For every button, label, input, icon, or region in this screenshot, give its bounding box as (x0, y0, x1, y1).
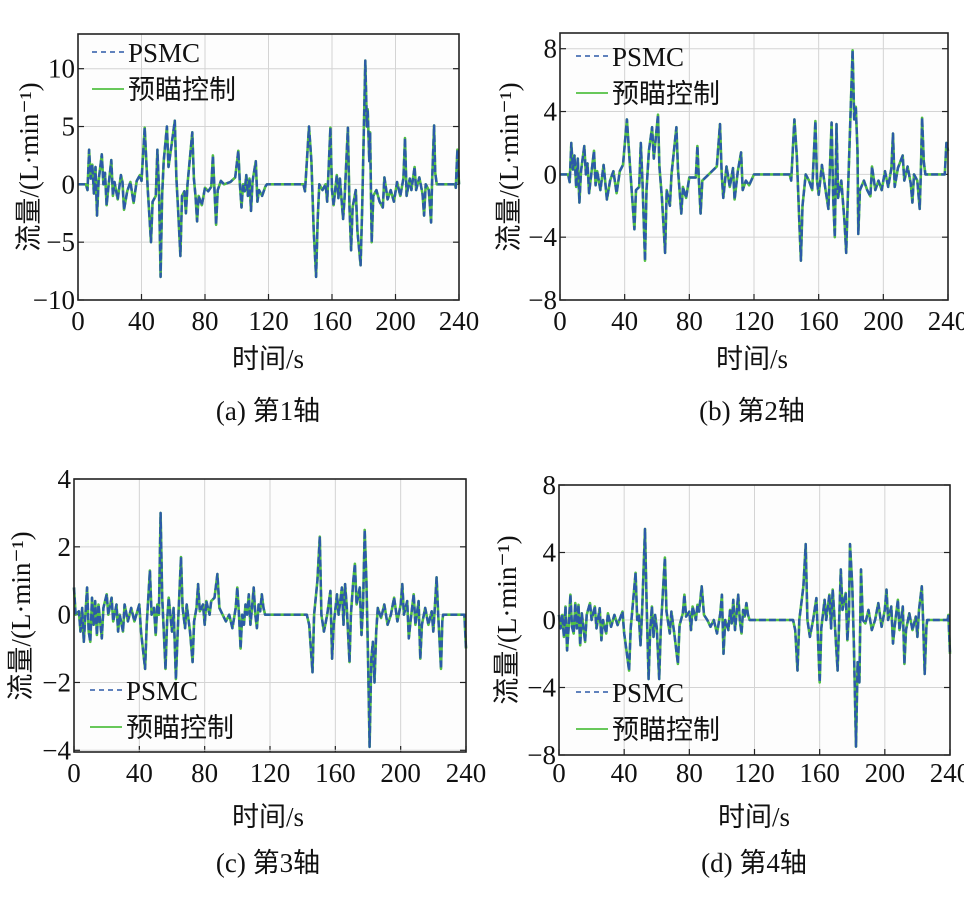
x-tick-label: 0 (552, 758, 566, 788)
y-tick-label: −2 (42, 667, 71, 697)
plot-frame (73, 478, 467, 753)
series-line-psmc (72, 511, 468, 749)
legend-psmc-label: PSMC (126, 676, 198, 706)
x-tick-label: 200 (375, 306, 416, 336)
x-tick-label: 160 (799, 758, 840, 788)
legend-preview-label: 预瞄控制 (128, 75, 236, 105)
y-tick-label: −8 (528, 285, 557, 315)
y-axis-label: 流量/(L·min⁻¹) (14, 82, 44, 251)
y-tick-label: 2 (58, 532, 72, 562)
y-tick-label: −4 (42, 735, 71, 765)
y-tick-label: 8 (543, 470, 557, 500)
y-tick-label: 0 (58, 600, 72, 630)
legend-psmc-label: PSMC (128, 38, 200, 68)
subplot-d: 流量/(L·min⁻¹) 时间/s (d) 第4轴 0 40 80 120 160 200… (492, 470, 964, 878)
y-axis-label: 流量/(L·min⁻¹) (494, 82, 524, 251)
x-axis-label: 时间/s (716, 344, 788, 374)
y-tick-label: −5 (46, 227, 75, 257)
x-tick-label: 240 (930, 758, 964, 788)
x-tick-label: 120 (250, 758, 291, 788)
series-line-psmc (560, 49, 950, 262)
x-tick-label: 0 (553, 306, 567, 336)
legend-psmc-label: PSMC (612, 678, 684, 708)
subplot-caption: (c) 第3轴 (216, 848, 320, 878)
legend-psmc-label: PSMC (612, 42, 684, 72)
legend-preview-label: 预瞄控制 (612, 715, 720, 745)
plot-frame (559, 32, 949, 301)
x-tick-label: 200 (380, 758, 421, 788)
series-line-psmc (78, 59, 461, 279)
x-tick-label: 240 (446, 758, 487, 788)
y-axis-label: 流量/(L·min⁻¹) (492, 535, 522, 704)
y-tick-label: 8 (544, 34, 558, 64)
y-tick-label: −4 (528, 222, 557, 252)
legend: PSMC 预瞄控制 (92, 38, 236, 105)
y-tick-label: 4 (544, 97, 558, 127)
x-tick-label: 120 (734, 306, 775, 336)
y-tick-label: 0 (543, 605, 557, 635)
y-tick-label: 10 (48, 54, 75, 84)
legend: PSMC 预瞄控制 (576, 42, 720, 109)
y-axis-label: 流量/(L·min⁻¹) (6, 531, 36, 700)
subplot-caption: (a) 第1轴 (216, 396, 320, 426)
x-tick-label: 80 (192, 306, 219, 336)
x-tick-label: 160 (312, 306, 353, 336)
plot-frame (77, 33, 460, 301)
x-axis-label: 时间/s (232, 802, 304, 832)
x-tick-label: 240 (928, 306, 964, 336)
x-tick-label: 200 (865, 758, 906, 788)
y-tick-label: 4 (58, 464, 72, 494)
x-tick-label: 40 (126, 758, 153, 788)
y-tick-label: −8 (527, 740, 556, 770)
y-tick-label: 5 (62, 112, 76, 142)
legend-preview-label: 预瞄控制 (126, 713, 234, 743)
x-tick-label: 0 (71, 306, 85, 336)
x-axis-label: 时间/s (718, 802, 790, 832)
x-tick-label: 120 (248, 306, 289, 336)
plot-frame (558, 484, 951, 756)
subplot-c: 流量/(L·min⁻¹) 时间/s (c) 第3轴 0 40 80 120 160 200… (6, 464, 486, 878)
subplot-caption: (b) 第2轴 (699, 396, 805, 426)
x-tick-label: 160 (798, 306, 839, 336)
legend: PSMC 预瞄控制 (576, 678, 720, 745)
legend-preview-label: 预瞄控制 (612, 79, 720, 109)
y-tick-label: 0 (544, 159, 558, 189)
x-tick-label: 40 (611, 306, 638, 336)
x-tick-label: 160 (315, 758, 356, 788)
x-tick-label: 200 (863, 306, 904, 336)
x-tick-label: 240 (439, 306, 480, 336)
x-tick-label: 80 (676, 306, 703, 336)
y-tick-label: −4 (527, 673, 556, 703)
x-tick-label: 40 (128, 306, 155, 336)
y-tick-label: 0 (62, 169, 76, 199)
legend: PSMC 预瞄控制 (90, 676, 234, 743)
subplot-caption: (d) 第4轴 (701, 848, 807, 878)
y-tick-label: 4 (543, 538, 557, 568)
x-tick-label: 0 (67, 758, 81, 788)
x-axis-label: 时间/s (232, 344, 304, 374)
x-tick-label: 120 (734, 758, 775, 788)
subplot-b: 流量/(L·min⁻¹) 时间/s (b) 第2轴 0 40 80 120 160 200… (494, 32, 964, 426)
x-tick-label: 80 (676, 758, 703, 788)
y-tick-label: −10 (33, 285, 75, 315)
x-tick-label: 40 (611, 758, 638, 788)
series-line-psmc (557, 527, 952, 748)
subplot-a: 流量/(L·min⁻¹) 时间/s (a) 第1轴 0 40 80 120 160 200… (14, 33, 480, 426)
x-tick-label: 80 (191, 758, 218, 788)
